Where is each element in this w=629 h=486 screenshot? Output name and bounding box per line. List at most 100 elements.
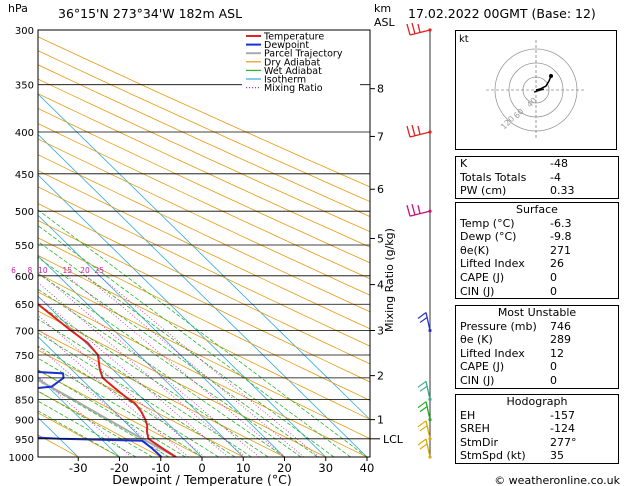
wet-adiabat-line [38,357,203,457]
index-label: PW (cm) [460,184,507,198]
km-tick-label: 3 [377,325,384,338]
pressure-tick-label: 800 [15,374,34,385]
wind-barb-flag [417,420,427,428]
hodo-value: 277° [550,435,577,449]
index-value: -4 [550,170,561,184]
surface-label: Dewp (°C) [460,230,517,244]
index-label: Totals Totals [460,170,527,184]
wind-barb-shaft [425,438,431,458]
mu-value: 0 [550,373,557,387]
wind-barb-flag [417,312,427,319]
km-tick-label: 1 [377,414,384,427]
surface-label: CAPE (J) [460,270,505,284]
surface-label: θe(K) [460,243,490,257]
hodo-label: EH [460,408,476,422]
hodograph-title: Hodograph [506,395,568,408]
index-row-k: K -48 [456,157,618,171]
pressure-tick-label: 950 [15,435,34,446]
wind-barb-flag [417,205,421,214]
x-tick-label: 40 [360,461,375,475]
mu-label: Pressure (mb) [460,319,537,333]
dry-adiabat-line [38,329,285,457]
hodo-label: StmDir [460,435,499,449]
legend-label: Wet Adiabat [264,66,322,77]
dry-adiabat-line [38,78,370,233]
indices-table: K -48 Totals Totals -4 PW (cm) 0.33 [455,156,619,199]
wet-adiabat-line [38,332,236,457]
wind-barb-shaft [425,312,431,331]
wet-adiabat-line [38,273,302,457]
index-row-totals: Totals Totals -4 [456,171,618,185]
wind-barb-shaft [425,381,431,400]
x-axis-label: Dewpoint / Temperature (°C) [112,472,291,486]
wind-barb-flag [406,125,411,138]
surface-value: 0 [550,270,557,284]
pressure-tick-label: 600 [15,272,34,283]
hodo-value: 35 [550,449,564,463]
mixing-ratio-line [42,275,260,457]
legend-background [242,31,360,93]
index-row-pw: PW (cm) 0.33 [456,184,618,198]
wind-barb-flag [417,401,427,409]
x-tick-label: 20 [277,461,292,475]
pressure-tick-label: 700 [15,327,34,338]
pressure-unit-label: hPa [8,2,28,15]
wind-barb-flag [411,22,416,35]
wet-adiabat-line [38,225,351,457]
storm-motion-marker [533,88,545,93]
wind-barb-shaft [425,401,431,420]
hodograph-table: Hodograph EH -157 SREH -124 StmDir 277° Stm… [455,394,619,464]
surface-value: -9.8 [550,230,572,244]
wind-barb-flag [417,125,421,135]
isotherm-line [38,255,244,457]
wind-barb-flag [406,204,411,217]
footer-credit: © weatheronline.co.uk [494,474,620,486]
pressure-tick-label: 550 [15,241,34,252]
surface-table: Surface Temp (°C) -6.3 Dewp (°C) -9.8 θe(K… [455,202,619,300]
surface-value: -6.3 [550,216,572,230]
index-value: 0.33 [550,184,575,198]
legend-label: Dry Adiabat [264,57,321,68]
surface-value: 26 [550,257,564,271]
surface-title: Surface [516,203,558,216]
mixing-ratio-label: 8 [28,266,33,275]
wet-adiabat-line [38,369,186,457]
dry-adiabat-line [38,237,370,401]
km-tick-label: 2 [377,370,384,383]
pressure-tick-label: 850 [15,395,34,406]
dry-adiabat-line [38,138,370,296]
pressure-tick-label: 900 [15,416,34,427]
mu-value: 746 [550,319,571,333]
hodo-label: StmSpd (kt) [460,449,526,463]
x-tick-label: 0 [198,461,205,475]
most-unstable-title: Most Unstable [497,306,577,319]
x-tick-label: 10 [236,461,251,475]
wet-adiabat-line [38,318,252,457]
isotherm-line [38,336,162,457]
dry-adiabat-line [38,50,370,203]
mixing-ratio-line [38,282,246,457]
wind-barb-flag [417,380,427,388]
index-value: -48 [550,157,568,170]
wind-barb-flag [411,124,416,137]
mixing-ratio-line [84,275,305,457]
wind-barb-flag [419,443,428,450]
wind-barb-flag [419,425,428,432]
x-tick-label: -10 [151,461,170,475]
mixing-ratio-label: 20 [80,266,90,275]
parcel-trajectory-line [38,378,177,457]
asl-unit-label: ASL [374,16,395,29]
pressure-tick-label: 500 [15,207,34,218]
wind-barb-flag [419,317,428,323]
surface-value: 0 [550,284,557,298]
location-title: 36°15'N 273°34'W 182m ASL [58,6,243,21]
wind-barb-flag [417,438,427,446]
legend-label: Dewpoint [264,40,309,51]
pressure-tick-label: 350 [15,81,34,92]
dry-adiabat-line [38,93,370,248]
wind-barb-flag [419,385,428,392]
mu-value: 0 [550,360,557,374]
hodo-value: -157 [550,408,575,422]
